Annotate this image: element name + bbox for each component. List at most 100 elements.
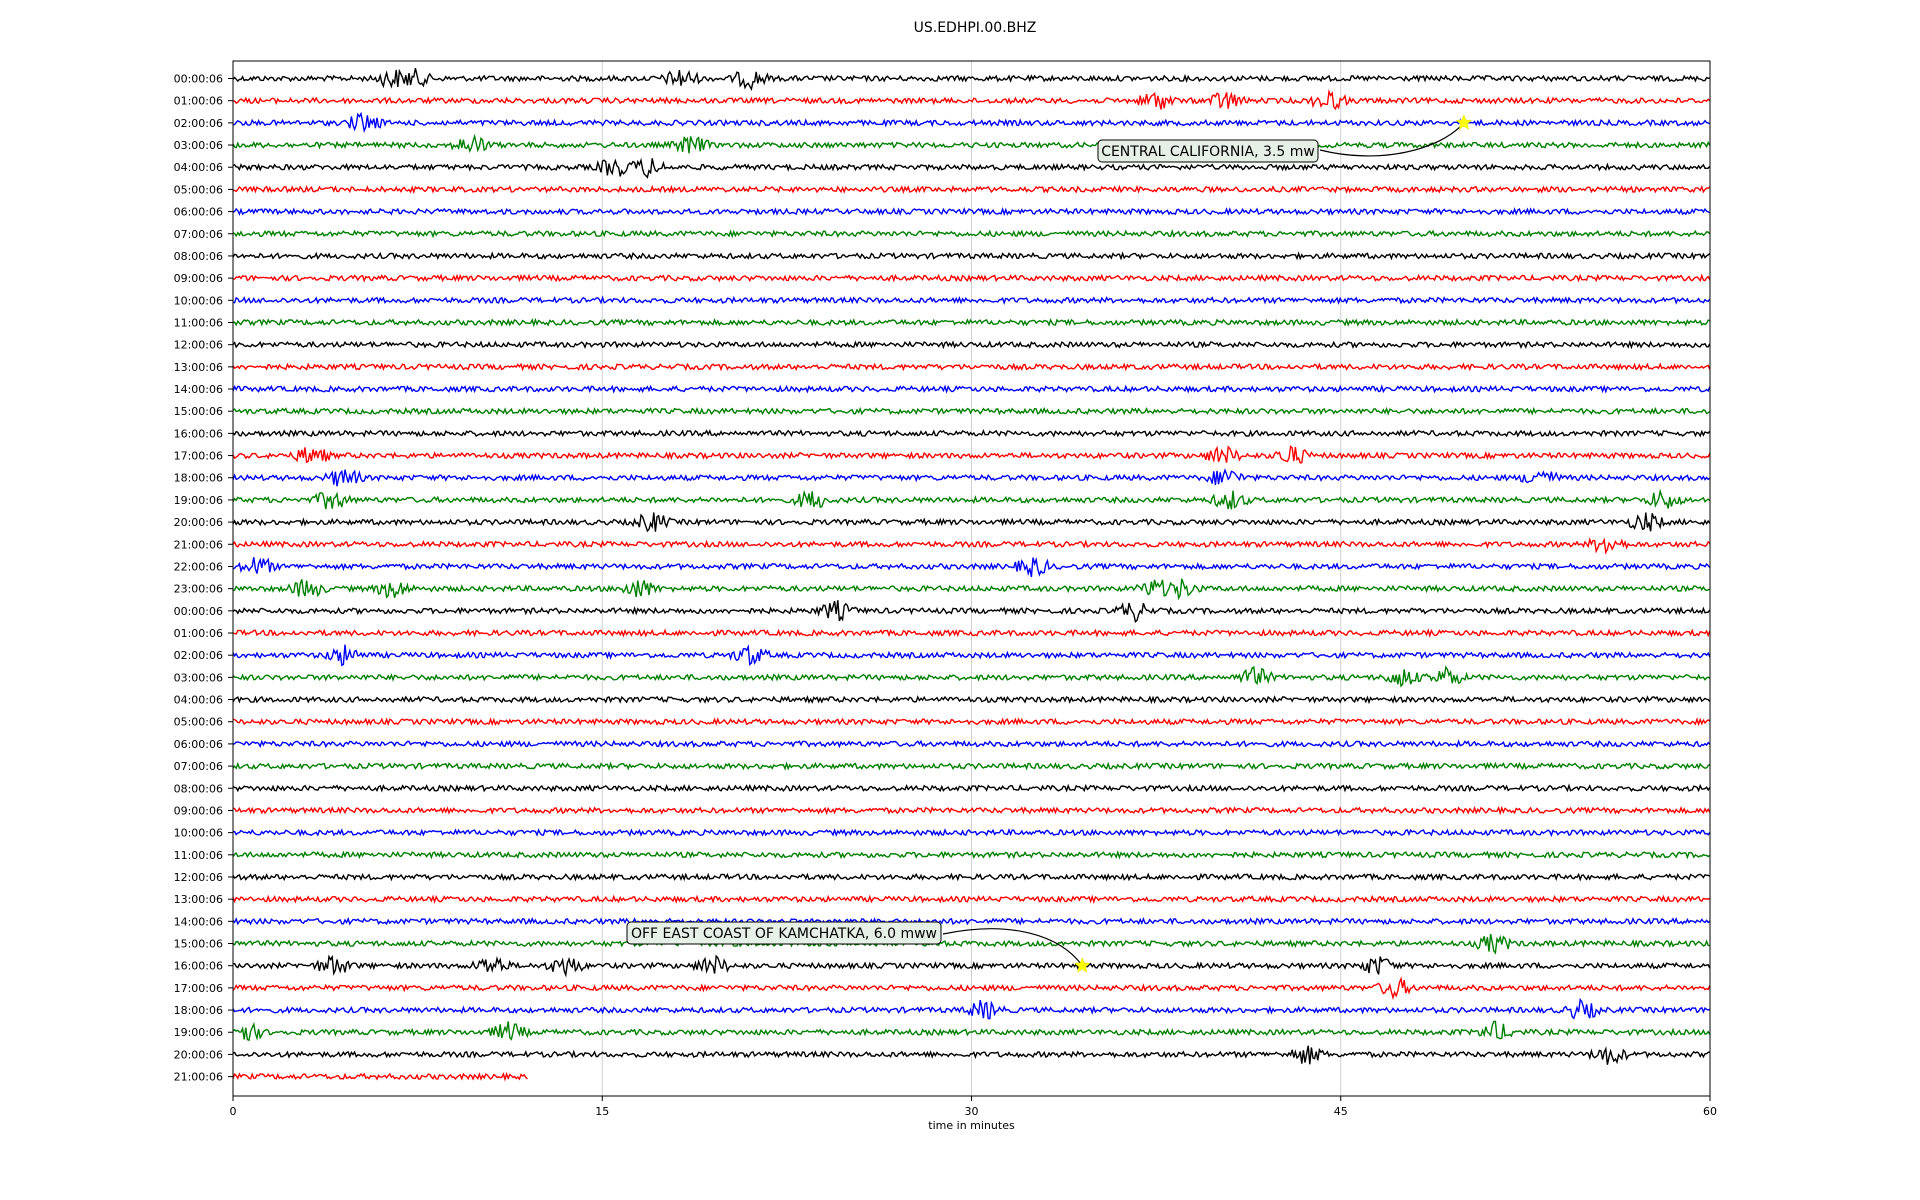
- row-label: 21:00:06: [174, 1071, 223, 1084]
- row-label: 04:00:06: [174, 161, 223, 174]
- row-label: 06:00:06: [174, 206, 223, 219]
- trace-row: [232, 428, 1711, 438]
- trace-row: [232, 207, 1711, 217]
- row-label: 09:00:06: [174, 804, 223, 817]
- x-tick-label: 60: [1703, 1105, 1717, 1118]
- row-label: 08:00:06: [174, 250, 223, 263]
- trace-row: [232, 872, 1711, 882]
- row-labels: 00:00:06 01:00:06 02:00:06 03:00:06 04:00:06…: [174, 73, 233, 1084]
- trace-row: [232, 783, 1711, 793]
- x-axis: 0 15 30 45 60: [230, 1096, 1717, 1118]
- trace-row: [232, 68, 1710, 92]
- row-label: 18:00:06: [174, 472, 223, 485]
- annotation-label: OFF EAST COAST OF KAMCHATKA, 6.0 mww: [631, 926, 937, 942]
- row-label: 22:00:06: [174, 560, 223, 573]
- row-label: 02:00:06: [174, 117, 223, 130]
- row-label: 10:00:06: [174, 827, 223, 840]
- trace-row: [232, 537, 1711, 555]
- row-label: 17:00:06: [174, 450, 223, 463]
- row-label: 02:00:06: [174, 649, 223, 662]
- trace-row: [232, 273, 1711, 283]
- trace-row: [232, 628, 1711, 638]
- trace-row: [232, 444, 1711, 464]
- row-label: 14:00:06: [174, 915, 223, 928]
- row-label: 13:00:06: [174, 361, 223, 374]
- annotation-box: [1097, 139, 1319, 163]
- row-label: 19:00:06: [174, 494, 223, 507]
- trace-row: [232, 556, 1711, 578]
- x-tick-label: 30: [965, 1105, 979, 1118]
- annotation-arrow: [1319, 122, 1465, 157]
- trace-row: [232, 976, 1711, 1001]
- row-label: 13:00:06: [174, 893, 223, 906]
- row-label: 10:00:06: [174, 294, 223, 307]
- row-label: 09:00:06: [174, 272, 223, 285]
- annotations: CENTRAL CALIFORNIA, 3.5 mw OFF EAST COAST…: [626, 114, 1473, 973]
- row-label: 20:00:06: [174, 1048, 223, 1061]
- trace-row: [232, 1045, 1710, 1065]
- trace-row: [232, 717, 1711, 727]
- row-label: 23:00:06: [174, 583, 223, 596]
- row-label: 20:00:06: [174, 516, 223, 529]
- x-tick-label: 0: [230, 1105, 237, 1118]
- row-label: 01:00:06: [174, 627, 223, 640]
- row-label: 05:00:06: [174, 716, 223, 729]
- trace-row: [232, 600, 1711, 623]
- row-label: 03:00:06: [174, 139, 223, 152]
- trace-row: [232, 184, 1711, 195]
- event-star-icon: [1455, 114, 1473, 130]
- trace-row: [232, 827, 1711, 838]
- row-label: 12:00:06: [174, 339, 223, 352]
- row-label: 21:00:06: [174, 538, 223, 551]
- trace-row: [232, 339, 1711, 350]
- trace-row: [232, 1071, 528, 1082]
- trace-row: [232, 933, 1710, 955]
- chart-title: US.EDHPI.00.BHZ: [913, 20, 1037, 36]
- trace-row: [232, 916, 1711, 926]
- row-label: 15:00:06: [174, 938, 223, 951]
- row-label: 12:00:06: [174, 871, 223, 884]
- row-label: 00:00:06: [174, 73, 223, 86]
- annotation-box: [626, 921, 942, 945]
- trace-row: [232, 157, 1711, 179]
- trace-row: [232, 384, 1711, 394]
- trace-row: [232, 295, 1711, 305]
- trace-row: [232, 954, 1711, 978]
- trace-row: [232, 229, 1711, 239]
- row-label: 15:00:06: [174, 405, 223, 418]
- trace-row: [232, 1020, 1711, 1042]
- trace-row: [232, 850, 1711, 860]
- x-tick-label: 45: [1334, 1105, 1348, 1118]
- trace-row: [232, 644, 1711, 667]
- row-label: 00:00:06: [174, 605, 223, 618]
- row-label: 16:00:06: [174, 427, 223, 440]
- annotation-label: CENTRAL CALIFORNIA, 3.5 mw: [1101, 144, 1315, 160]
- x-axis-label: time in minutes: [928, 1119, 1015, 1132]
- trace-row: [232, 665, 1711, 688]
- trace-row: [232, 468, 1711, 487]
- trace-row: [232, 894, 1711, 905]
- row-label: 01:00:06: [174, 95, 223, 108]
- trace-row: [232, 761, 1711, 771]
- trace-row: [232, 362, 1711, 372]
- trace-row: [232, 133, 1711, 154]
- row-label: 18:00:06: [174, 1004, 223, 1017]
- traces-layer: [232, 68, 1711, 1082]
- annotation-arrow: [942, 928, 1083, 967]
- trace-row: [232, 512, 1711, 533]
- trace-row: [232, 578, 1711, 601]
- trace-row: [232, 739, 1711, 749]
- trace-row: [232, 997, 1711, 1020]
- row-label: 07:00:06: [174, 760, 223, 773]
- row-label: 11:00:06: [174, 316, 223, 329]
- row-label: 06:00:06: [174, 738, 223, 751]
- row-label: 14:00:06: [174, 383, 223, 396]
- event-star-icon: [1074, 957, 1091, 973]
- trace-row: [232, 89, 1711, 111]
- row-label: 03:00:06: [174, 671, 223, 684]
- trace-row: [232, 805, 1711, 816]
- row-label: 07:00:06: [174, 228, 223, 241]
- trace-row: [232, 406, 1711, 416]
- x-tick-label: 15: [595, 1105, 609, 1118]
